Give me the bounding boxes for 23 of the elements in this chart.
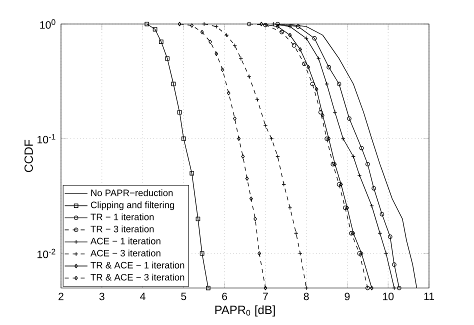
x-tick-label: 10 (383, 292, 394, 300)
legend-label: ACE − 1 iteration (90, 238, 160, 244)
y-tick-label: 10$^{-1}$ (38, 134, 56, 144)
x-tick-label: 7 (263, 292, 268, 300)
legend-label: No PAPR−reduction (91, 189, 173, 196)
x-tick-label: 5 (181, 292, 186, 300)
legend-label: Clipping and filtering (90, 201, 174, 210)
legend-label: ACE − 3 iteration (90, 250, 160, 256)
legend-label: TR − 1 iteration (90, 213, 154, 220)
x-tick-label: 3 (99, 292, 104, 300)
legend-label: TR & ACE − 1 iteration (90, 262, 184, 268)
x-tick-label: 11 (424, 292, 434, 300)
y-axis-title: CCDF (24, 140, 33, 172)
x-tick-label: 4 (140, 292, 146, 300)
x-tick-label: 8 (304, 292, 309, 300)
y-tick-label: 10$^{-2}$ (38, 248, 56, 258)
y-tick-label: 10$^{0}$ (40, 19, 56, 29)
x-tick-label: 6 (222, 292, 228, 300)
legend-label: TR − 3 iteration (90, 226, 154, 232)
legend-label: TR & ACE − 3 iteration (90, 274, 184, 281)
x-tick-label: 2 (58, 292, 64, 300)
x-tick-label: 9 (344, 292, 350, 300)
x-axis-title: PAPR$_{0}$ [dB] (215, 305, 275, 316)
